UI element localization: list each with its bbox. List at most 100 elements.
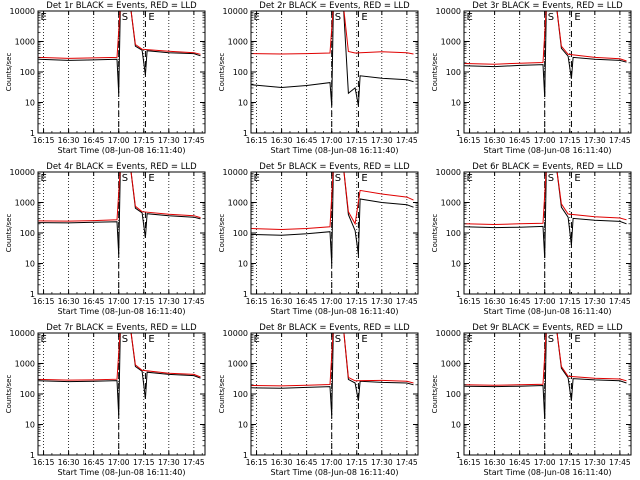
y-tick-label: 10 [238, 421, 248, 430]
marker-label-0: E [41, 334, 47, 345]
x-tick-label: 17:15 [133, 136, 155, 145]
x-tick-label: 17:30 [158, 136, 180, 145]
x-tick-label: 16:45 [83, 458, 105, 467]
x-axis-label: Start Time (08-Jun-08 16:11:40) [58, 307, 186, 316]
marker-label-2: E [574, 173, 580, 184]
panel-title: Det 1r BLACK = Events, RED = LLD [46, 1, 197, 11]
x-tick-label: 17:45 [183, 458, 205, 467]
panel-title: Det 6r BLACK = Events, RED = LLD [472, 162, 623, 172]
y-tick-label: 1 [30, 290, 35, 299]
x-tick-label: 17:45 [396, 458, 418, 467]
marker-label-2: E [148, 12, 154, 23]
panel-title: Det 2r BLACK = Events, RED = LLD [259, 1, 410, 11]
plot-frame [250, 171, 419, 295]
series-line-lld [251, 333, 414, 387]
x-axis-label: Start Time (08-Jun-08 16:11:40) [58, 468, 186, 477]
marker-label-1: S [335, 334, 341, 345]
marker-label-1: S [122, 12, 128, 23]
x-tick-label: 17:30 [584, 136, 606, 145]
marker-label-2: E [574, 334, 580, 345]
x-tick-label: 16:30 [271, 297, 293, 306]
x-axis-label: Start Time (08-Jun-08 16:11:40) [271, 468, 399, 477]
panel-title: Det 7r BLACK = Events, RED = LLD [46, 323, 197, 333]
y-tick-label: 100 [20, 68, 35, 77]
y-tick-label: 10 [238, 99, 248, 108]
y-tick-label: 10000 [223, 7, 248, 16]
x-tick-label: 17:15 [559, 136, 581, 145]
x-tick-label: 16:30 [58, 297, 80, 306]
y-tick-label: 10 [238, 260, 248, 269]
marker-label-2: E [361, 334, 367, 345]
y-tick-label: 1 [243, 129, 248, 138]
y-tick-label: 100 [446, 229, 461, 238]
x-tick-label: 17:00 [534, 297, 556, 306]
panel-title: Det 9r BLACK = Events, RED = LLD [472, 323, 623, 333]
marker-label-0: E [254, 12, 260, 23]
marker-label-0: E [254, 334, 260, 345]
y-axis-label: Counts/sec [431, 375, 439, 414]
y-axis-label: Counts/sec [218, 214, 226, 253]
y-tick-label: 1 [243, 451, 248, 460]
y-tick-label: 1000 [441, 360, 461, 369]
x-tick-label: 16:15 [246, 297, 268, 306]
x-axis-label: Start Time (08-Jun-08 16:11:40) [271, 307, 399, 316]
y-tick-label: 10000 [10, 7, 35, 16]
x-tick-label: 16:45 [509, 136, 531, 145]
y-tick-label: 1000 [228, 199, 248, 208]
marker-label-1: S [335, 12, 341, 23]
y-axis-label: Counts/sec [431, 214, 439, 253]
y-tick-label: 1000 [441, 38, 461, 47]
marker-label-2: E [361, 173, 367, 184]
x-tick-label: 17:00 [108, 458, 130, 467]
panel-title: Det 8r BLACK = Events, RED = LLD [259, 323, 410, 333]
marker-label-0: E [41, 12, 47, 23]
y-axis-label: Counts/sec [5, 53, 13, 92]
y-tick-label: 1000 [228, 38, 248, 47]
marker-label-1: S [122, 334, 128, 345]
x-tick-label: 17:15 [133, 458, 155, 467]
y-tick-label: 10 [25, 260, 35, 269]
series-line-lld [38, 172, 201, 222]
y-tick-label: 1000 [15, 38, 35, 47]
y-tick-label: 1 [456, 451, 461, 460]
y-tick-label: 10 [25, 99, 35, 108]
y-tick-label: 100 [233, 390, 248, 399]
marker-label-0: E [254, 173, 260, 184]
x-tick-label: 16:15 [459, 297, 481, 306]
y-tick-label: 10 [25, 421, 35, 430]
y-axis-label: Counts/sec [218, 53, 226, 92]
y-tick-label: 1000 [15, 360, 35, 369]
y-tick-label: 10 [451, 99, 461, 108]
plot-frame [250, 332, 419, 456]
y-tick-label: 10000 [436, 7, 461, 16]
y-tick-label: 1000 [228, 360, 248, 369]
marker-label-0: E [467, 334, 473, 345]
marker-label-1: S [548, 334, 554, 345]
x-tick-label: 16:15 [459, 458, 481, 467]
series-line-lld [38, 333, 201, 381]
x-tick-label: 17:30 [158, 458, 180, 467]
plot-frame [37, 10, 206, 134]
panel-title: Det 5r BLACK = Events, RED = LLD [259, 162, 410, 172]
x-tick-label: 17:00 [108, 136, 130, 145]
x-tick-label: 17:15 [133, 297, 155, 306]
series-line-lld [464, 333, 627, 386]
plot-frame [250, 10, 419, 134]
x-tick-label: 17:45 [396, 297, 418, 306]
x-tick-label: 16:30 [484, 136, 506, 145]
y-tick-label: 10000 [10, 329, 35, 338]
x-tick-label: 16:15 [459, 136, 481, 145]
x-tick-label: 16:45 [509, 458, 531, 467]
series-line-lld [464, 11, 627, 65]
x-tick-label: 16:15 [33, 458, 55, 467]
x-tick-label: 17:15 [559, 458, 581, 467]
y-axis-label: Counts/sec [218, 375, 226, 414]
y-tick-label: 100 [446, 68, 461, 77]
series-line-lld [38, 11, 201, 59]
plot-frame [463, 10, 632, 134]
